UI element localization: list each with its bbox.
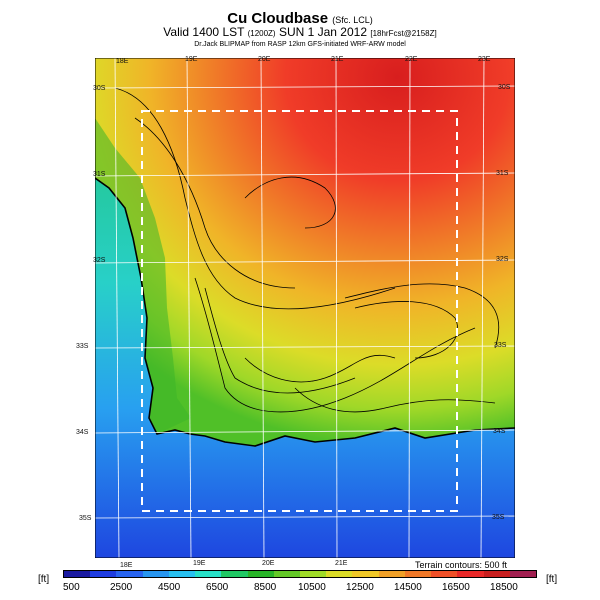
colorbar-tick-label: 14500 [394,582,422,593]
lon-label-top: 20E [258,56,271,63]
lat-label-right: 35S [492,514,505,521]
colorbar-swatch [378,571,405,577]
lat-label-left: 35S [79,515,92,522]
lat-label-left: 30S [93,85,106,92]
colorbar-swatch [90,571,117,577]
colorbar-swatch [221,571,248,577]
lon-label-bottom: 18E [120,562,133,569]
lon-label-top: 21E [331,56,344,63]
terrain-contour-note: Terrain contours: 500 ft [414,560,507,570]
lon-label-bottom: 19E [193,560,206,567]
lat-label-left: 31S [93,171,106,178]
colorbar-swatch [404,571,432,577]
graticule [95,58,515,558]
colorbar-swatch [299,571,327,577]
colorbar-swatch [142,571,169,577]
colorbar-unit-left: [ft] [38,574,50,585]
lat-label-right: 34S [493,428,506,435]
colorbar-swatch [116,571,143,577]
lon-label-bottom: 21E [335,560,348,567]
lat-label-left: 34S [76,429,89,436]
colorbar-swatch [326,571,353,577]
colorbar-tick-label: 10500 [298,582,326,593]
colorbar-swatch [509,571,536,577]
colorbar-swatch [352,571,379,577]
colorbar-swatch [168,571,196,577]
lon-label-top: 19E [185,56,198,63]
colorbar-swatch [483,571,510,577]
colorbar-tick-label: 8500 [254,582,277,593]
colorbar [63,570,537,578]
colorbar-tick-label: 16500 [442,582,470,593]
map-subtitle: Dr.Jack BLIPMAP from RASP 12km GFS-initi… [194,41,406,48]
lon-label-top: 23E [478,56,491,63]
lon-label-top: 22E [405,56,418,63]
lon-label-top: 18E [116,58,129,65]
terrain-contours [114,87,499,413]
colorbar-swatch [247,571,274,577]
valid-time: Valid 1400 LST (1200Z) SUN 1 Jan 2012 [1… [163,25,437,39]
cloudbase-map [95,58,515,558]
colorbar-swatch [195,571,222,577]
colorbar-tick-label: 18500 [490,582,518,593]
lat-label-right: 32S [496,256,509,263]
colorbar-tick-label: 4500 [158,582,181,593]
colorbar-tick-label: 2500 [110,582,133,593]
map-title: Cu Cloudbase (Sfc. LCL) [227,10,373,27]
colorbar-tick-label: 500 [63,582,80,593]
colorbar-swatch [64,571,91,577]
lat-label-left: 33S [76,343,89,350]
colorbar-swatch [457,571,484,577]
lat-label-right: 33S [494,342,507,349]
lat-label-right: 30S [498,84,511,91]
colorbar-tick-label: 12500 [346,582,374,593]
colorbar-swatch [273,571,300,577]
colorbar-unit-right: [ft] [546,574,558,585]
domain-boundary [141,110,458,512]
colorbar-tick-label: 6500 [206,582,229,593]
lat-label-right: 31S [496,170,509,177]
lat-label-left: 32S [93,257,106,264]
lon-label-bottom: 20E [262,560,275,567]
colorbar-swatch [431,571,458,577]
